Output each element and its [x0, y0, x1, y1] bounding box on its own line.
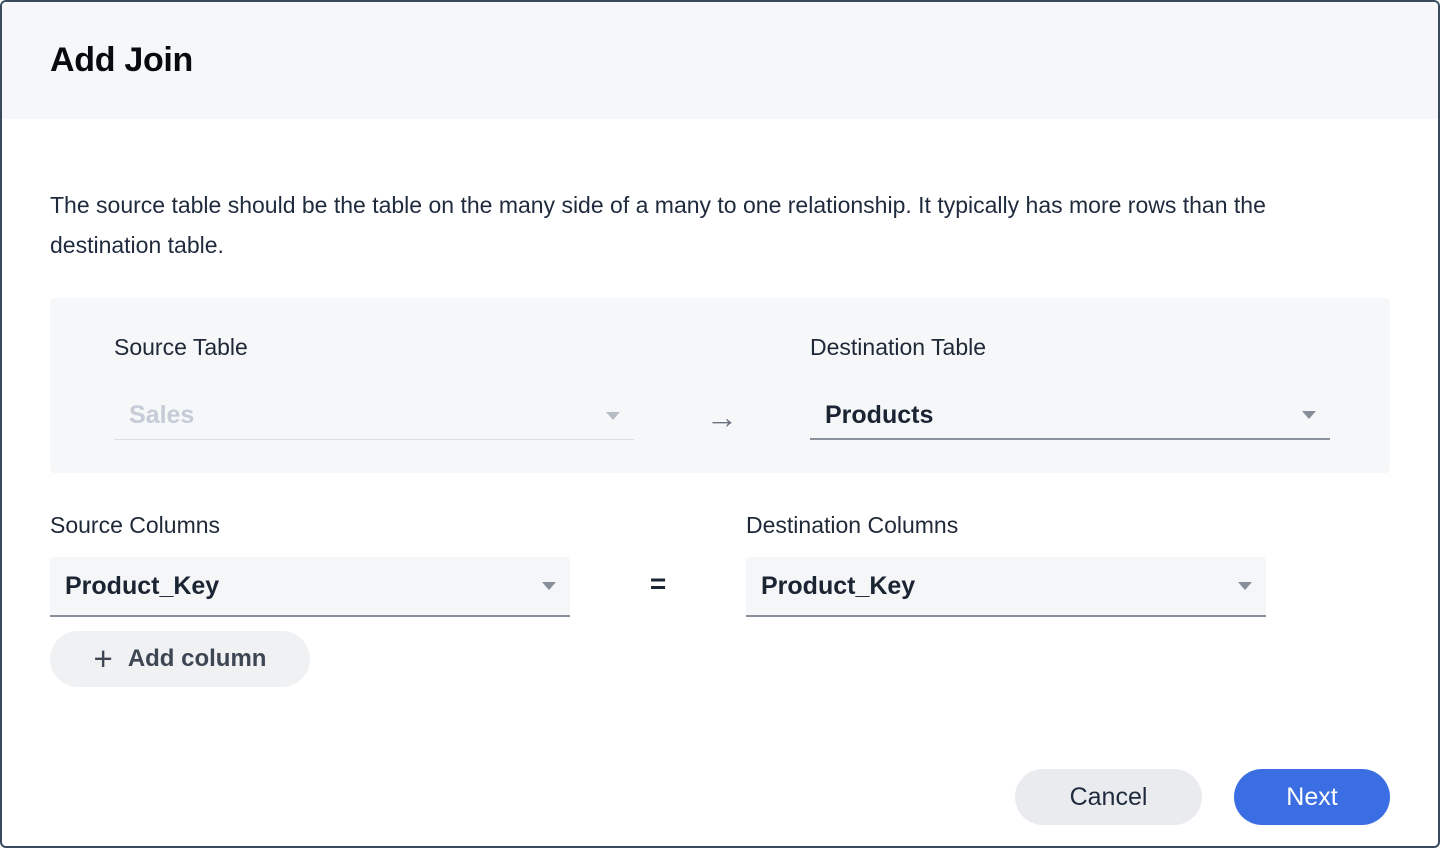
source-table-select[interactable]: Sales	[114, 392, 634, 440]
chevron-down-icon	[606, 411, 620, 420]
arrow-right-icon: →	[706, 399, 738, 435]
destination-columns-label: Destination Columns	[746, 512, 959, 538]
chevron-down-icon	[542, 582, 556, 590]
source-columns-label: Source Columns	[50, 512, 221, 538]
destination-column-value: Product_Key	[761, 571, 916, 600]
tables-panel: Source Table Sales → Destination Table P…	[50, 298, 1390, 473]
destination-column-select[interactable]: Product_Key	[746, 557, 1266, 617]
chevron-down-icon	[1302, 411, 1316, 419]
join-direction-cell: →	[634, 334, 810, 473]
add-column-label: Add column	[127, 645, 267, 672]
add-column-button[interactable]: + Add column	[50, 631, 310, 687]
source-table-value: Sales	[129, 401, 195, 429]
equals-icon: =	[649, 568, 667, 599]
destination-table-label: Destination Table	[810, 334, 987, 360]
destination-table-select[interactable]: Products	[810, 392, 1330, 440]
source-column-value: Product_Key	[65, 571, 220, 600]
chevron-down-icon	[1238, 582, 1252, 590]
source-table-label: Source Table	[114, 334, 248, 360]
destination-columns-field: Destination Columns Product_Key	[746, 512, 1266, 687]
source-table-field: Source Table Sales	[114, 334, 634, 473]
plus-icon: +	[93, 639, 113, 677]
cancel-button[interactable]: Cancel	[1015, 769, 1202, 825]
columns-section: Source Columns Product_Key + Add column …	[50, 512, 1390, 687]
source-column-select[interactable]: Product_Key	[50, 557, 570, 617]
destination-table-value: Products	[825, 400, 934, 429]
destination-table-field: Destination Table Products	[810, 334, 1330, 473]
dialog-footer: Cancel Next	[1015, 769, 1390, 825]
dialog-body: The source table should be the table on …	[2, 185, 1438, 687]
next-button[interactable]: Next	[1234, 769, 1390, 825]
source-columns-field: Source Columns Product_Key + Add column	[50, 512, 570, 687]
join-equality-cell: =	[570, 512, 746, 687]
dialog-header: Add Join	[2, 2, 1438, 119]
dialog-description: The source table should be the table on …	[50, 192, 1266, 258]
dialog-title: Add Join	[50, 41, 194, 79]
